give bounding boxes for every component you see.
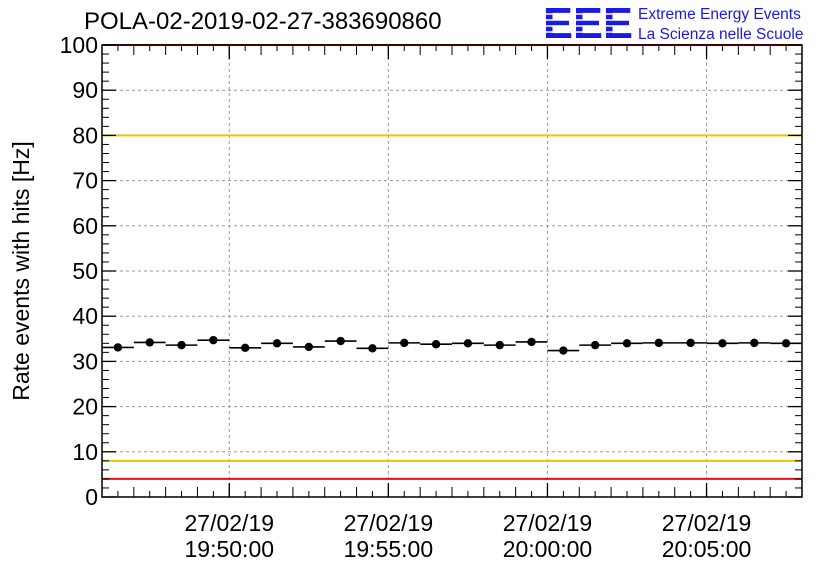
data-point [686,338,695,348]
grid-lines [102,45,802,497]
data-point [304,342,314,352]
data-point [559,346,568,355]
x-tick-labels: 27/02/1919:50:0027/02/1919:55:0027/02/19… [185,510,752,562]
x-tick-label-date: 27/02/19 [344,510,434,536]
x-tick-label-time: 20:00:00 [503,536,593,562]
y-axis-label: Rate events with hits [Hz] [8,141,34,401]
data-point [368,344,377,353]
axis-ticks [101,44,803,498]
y-tick-label: 20 [72,394,98,420]
data-point [781,339,791,348]
logo-line-2: La Scienza nelle Scuole [638,26,804,43]
data-point [590,340,600,350]
data-point [431,340,441,349]
y-tick-label: 0 [85,484,98,510]
data-point [718,339,727,348]
data-point [145,338,154,347]
data-points [102,335,802,355]
data-point [336,336,345,346]
reference-lines [102,44,802,480]
data-point [177,340,186,350]
logo-caption: Extreme Energy Events La Scienza nelle S… [638,5,803,45]
eee-logo-icon: EEE [543,2,635,44]
data-point [750,338,759,348]
x-tick-label-date: 27/02/19 [185,510,275,536]
y-tick-label: 10 [72,439,98,465]
x-tick-label-time: 19:50:00 [185,536,275,562]
logo-line-1: Extreme Energy Events [638,6,801,23]
data-point [622,339,632,348]
data-point [654,338,664,348]
y-tick-label: 90 [72,77,98,103]
x-tick-label-time: 20:05:00 [662,536,752,562]
data-point [272,339,282,348]
x-tick-label-date: 27/02/19 [662,510,752,536]
y-tick-label: 80 [72,122,98,148]
y-tick-label: 30 [72,348,98,374]
y-tick-labels: 0 10 20 30 40 50 60 70 80 90 100 [60,32,98,510]
data-point [209,335,218,345]
x-tick-label-time: 19:55:00 [344,536,434,562]
data-point [495,340,504,350]
data-point [240,343,250,353]
y-tick-label: 40 [72,303,98,329]
data-point [527,337,536,347]
y-tick-label: 70 [72,168,98,194]
y-tick-label: 100 [60,32,98,58]
y-tick-label: 50 [72,258,98,284]
data-point [113,343,123,352]
svg-text:EEE: EEE [543,2,633,44]
y-tick-label: 60 [72,213,98,239]
data-point [463,339,473,348]
data-point [400,338,409,348]
x-tick-label-date: 27/02/19 [503,510,593,536]
chart-title: POLA-02-2019-02-27-383690860 [84,8,442,35]
